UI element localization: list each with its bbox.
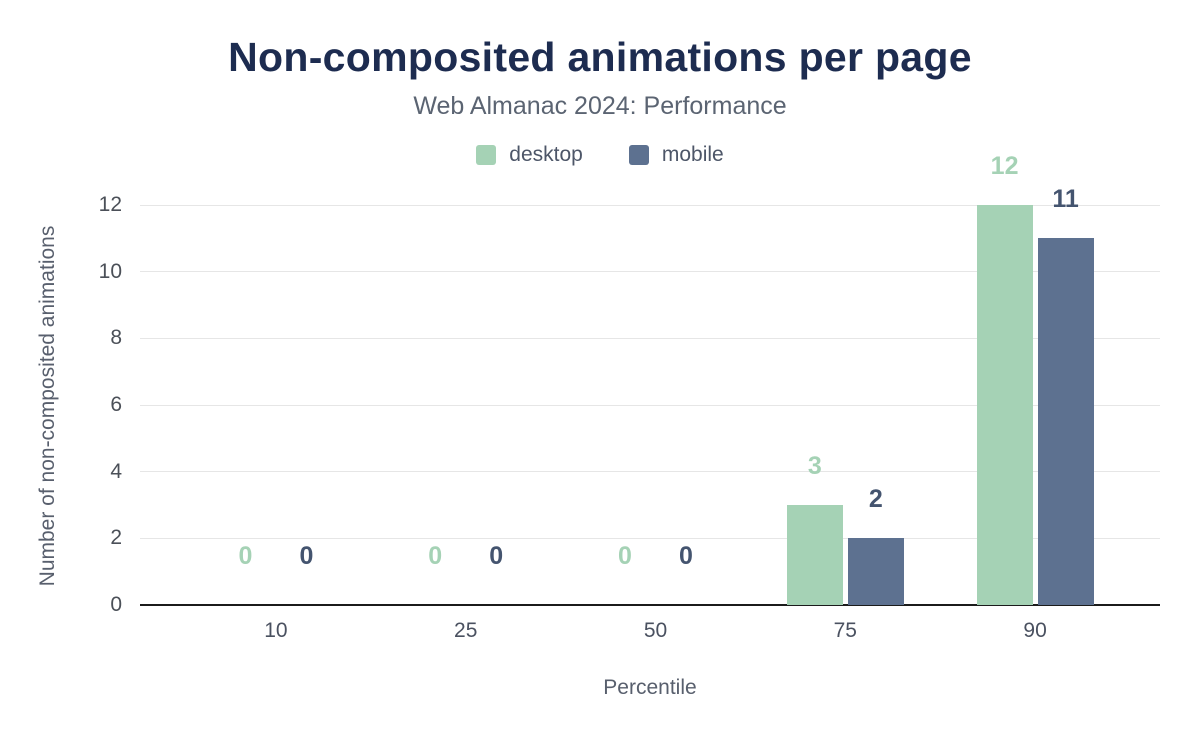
legend: desktop mobile (0, 143, 1200, 167)
bar-groups: 0 0 10 0 0 25 0 0 50 3 2 75 12 11 90 (181, 152, 1130, 642)
bar-desktop-p75[interactable] (786, 505, 843, 605)
gridline (140, 404, 1160, 406)
bar-desktop-p90[interactable] (976, 205, 1033, 605)
bar-mobile-p90[interactable] (1037, 238, 1094, 605)
x-axis-title: Percentile (603, 676, 697, 699)
x-axis-line (140, 604, 1160, 606)
x-tick-label: 25 (454, 619, 478, 642)
gridline (140, 204, 1160, 206)
plot-area: 0 2 4 6 8 10 12 0 0 10 0 0 25 0 0 50 3 2 75 12 11 90 (99, 152, 1160, 642)
y-tick-label: 12 (98, 193, 122, 216)
value-label-desktop-p10: 0 (238, 542, 253, 570)
gridline (140, 271, 1160, 273)
chart-title: Non-composited animations per page (228, 34, 972, 80)
desktop-swatch-icon (476, 145, 497, 165)
value-label-mobile-p90: 11 (1052, 185, 1079, 214)
gridline (140, 537, 1160, 539)
y-tick-label: 10 (98, 259, 122, 283)
y-tick-label: 0 (110, 593, 122, 616)
gridline (140, 337, 1160, 339)
legend-item-desktop[interactable]: desktop (476, 143, 583, 167)
bar-group-p50: 0 0 50 (561, 205, 751, 642)
y-tick-label: 4 (110, 459, 122, 483)
value-label-mobile-p50: 0 (679, 542, 693, 570)
bar-group-p10: 0 0 10 (181, 205, 371, 642)
value-label-mobile-p75: 2 (868, 485, 883, 514)
bar-group-p75: 3 2 75 (750, 205, 940, 642)
y-tick-label: 6 (110, 393, 122, 416)
bar-mobile-p75[interactable] (847, 538, 904, 605)
x-tick-label: 10 (264, 619, 288, 642)
gridline (140, 471, 1160, 473)
value-label-desktop-p50: 0 (618, 542, 632, 570)
y-tick-label: 8 (110, 326, 122, 350)
value-label-mobile-p10: 0 (299, 542, 314, 570)
chart-subtitle: Web Almanac 2024: Performance (413, 92, 787, 120)
y-tick-label: 2 (110, 526, 122, 550)
x-tick-label: 90 (1023, 619, 1047, 642)
value-label-desktop-p25: 0 (428, 542, 443, 570)
legend-label-mobile: mobile (661, 143, 724, 166)
legend-label-desktop: desktop (509, 143, 583, 166)
bar-group-p90: 12 11 90 (940, 152, 1130, 642)
x-tick-label: 75 (833, 619, 857, 642)
mobile-swatch-icon (628, 145, 649, 165)
y-axis-title: Number of non-composited animations (36, 225, 59, 587)
value-label-desktop-p90: 12 (990, 152, 1019, 180)
x-tick-label: 50 (643, 619, 668, 642)
value-label-desktop-p75: 3 (807, 452, 822, 480)
value-label-mobile-p25: 0 (489, 542, 504, 570)
bar-group-p25: 0 0 25 (371, 205, 561, 642)
legend-item-mobile[interactable]: mobile (628, 143, 724, 167)
